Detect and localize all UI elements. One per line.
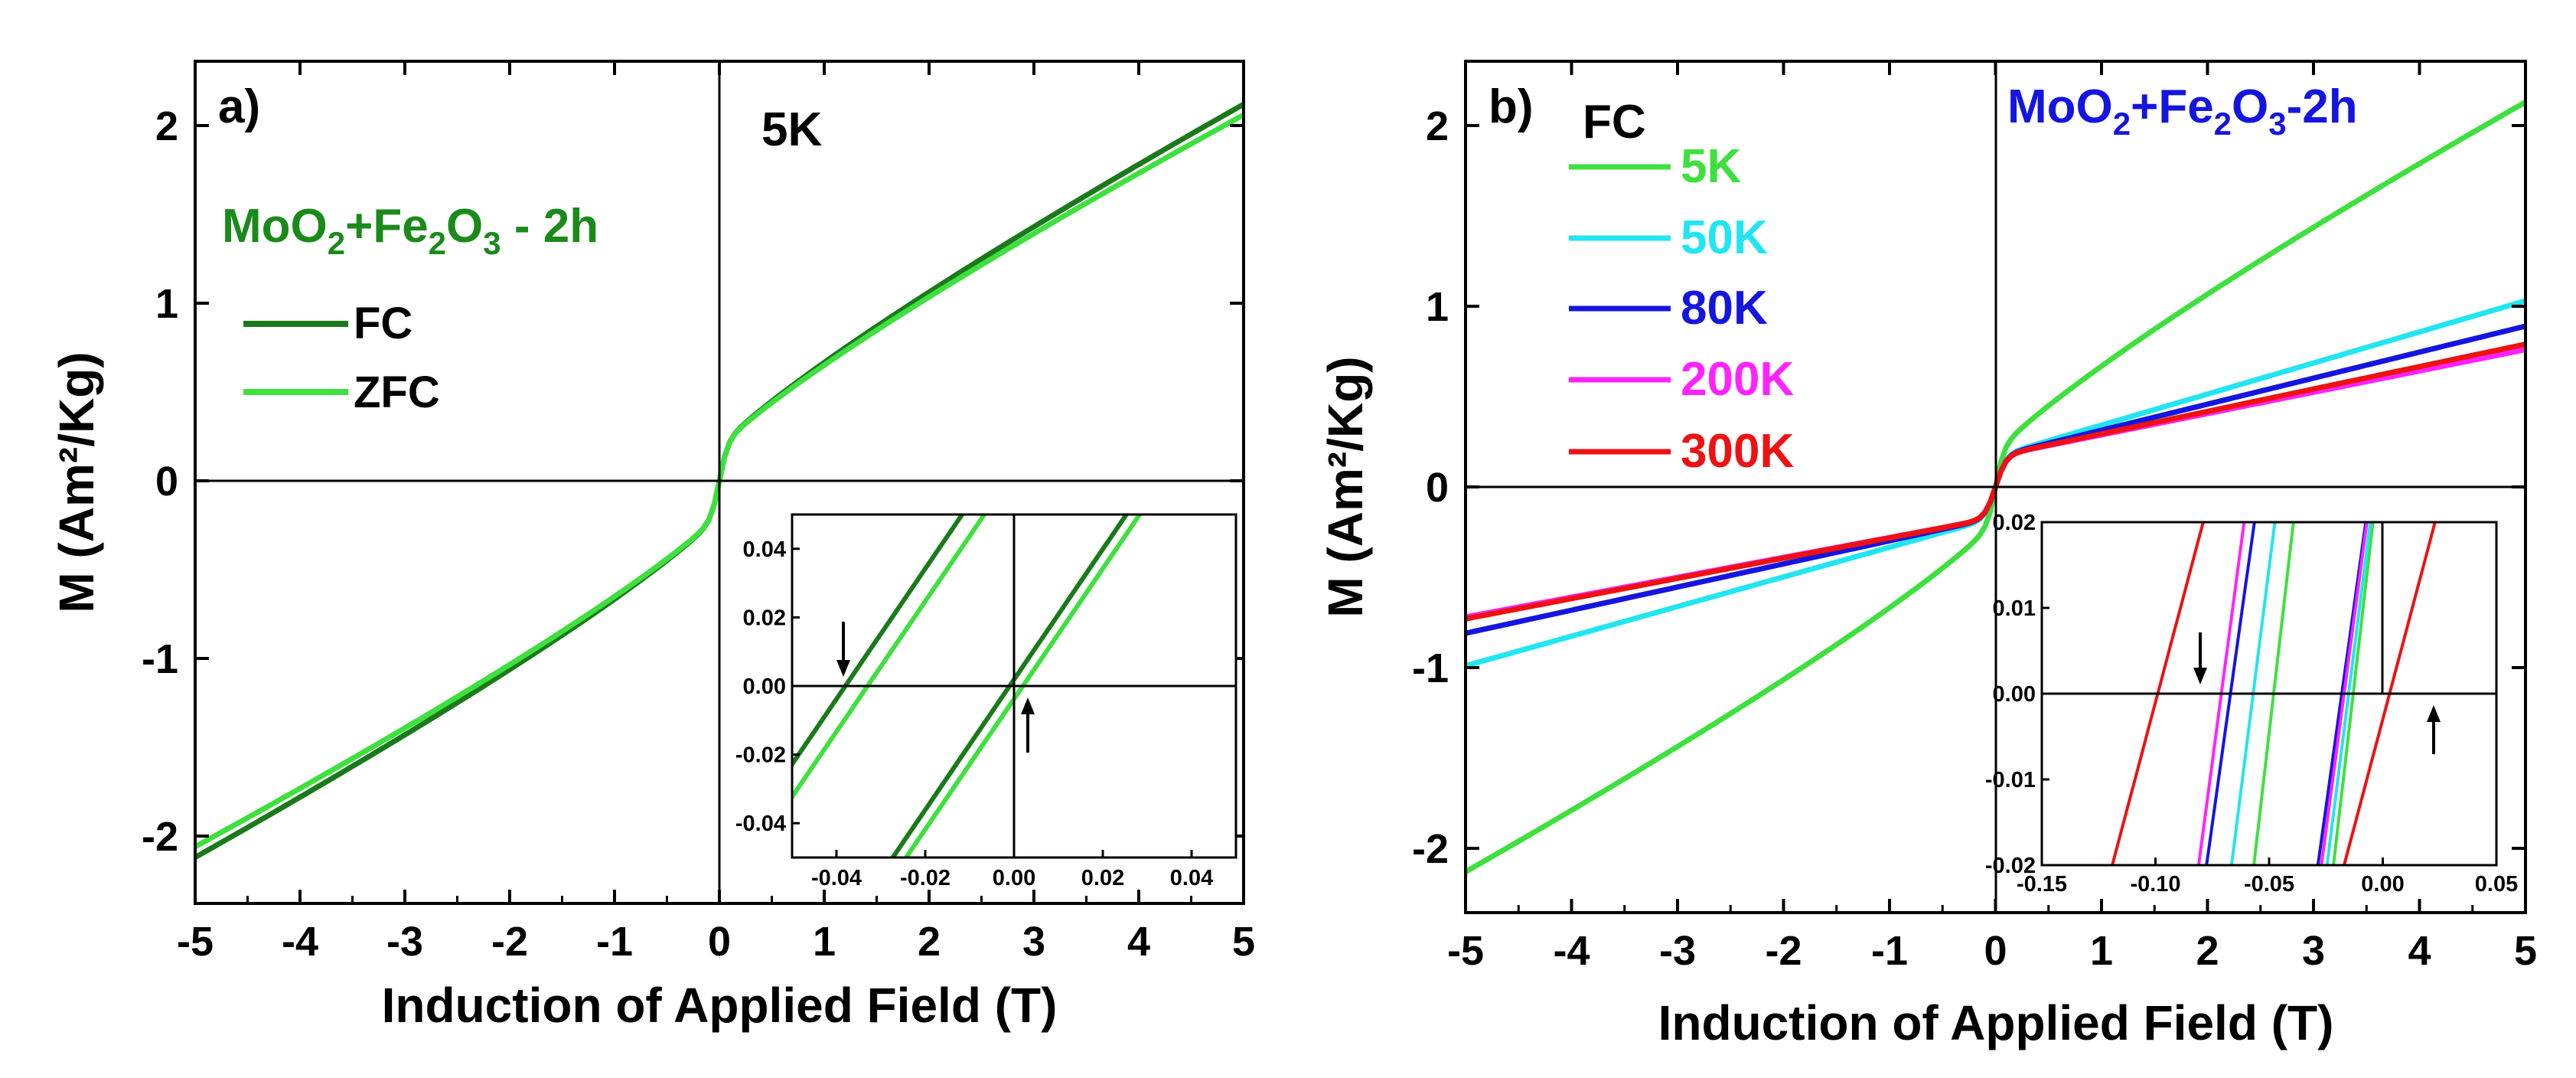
panel-a-xtick-label: -1 <box>596 919 633 965</box>
panel-a-xtick-label: 3 <box>1022 919 1045 965</box>
panel-b-ytick-label: -1 <box>1412 645 1449 691</box>
panel-a-ytick-label: 2 <box>155 103 178 149</box>
panel-b-xtick-label: 2 <box>2196 928 2219 974</box>
panel-a: -5 -4 -3 -2 -1 0 1 2 3 4 5 -2 -1 0 1 2 a) 5K MoO2+Fe2O3… <box>49 60 1255 1033</box>
panel-a-xtick-label: -4 <box>282 919 318 965</box>
panel-b: -5 -4 -3 -2 -1 0 1 2 3 4 5 -2 -1 0 1 2 b) FC MoO2+Fe2O3… <box>1318 60 2537 1050</box>
panel-b-xtick-label: 5 <box>2514 928 2537 974</box>
inset-a-xtick-label: -0.04 <box>811 866 862 890</box>
panel-b-ytick-label: 0 <box>1426 465 1449 511</box>
panel-a-legend: FC ZFC <box>243 299 440 417</box>
inset-a-xtick-label: 0.04 <box>1170 866 1213 890</box>
panel-a-xtick-label: 0 <box>708 919 731 965</box>
legend-80k-label: 80K <box>1681 282 1768 335</box>
panel-b-xtick-label: -3 <box>1659 928 1696 974</box>
panel-b-ticks: -5 -4 -3 -2 -1 0 1 2 3 4 5 -2 -1 0 1 2 <box>1412 61 2537 974</box>
inset-a-ytick-label: 0.00 <box>743 675 786 699</box>
panel-a-xlabel: Induction of Applied Field (T) <box>382 978 1058 1033</box>
inset-b-xtick-label: -0.15 <box>2017 872 2067 897</box>
legend-fc-label: FC <box>354 299 412 348</box>
panel-a-ytick-label: 1 <box>155 281 178 327</box>
inset-b-arrow-right <box>2427 705 2441 754</box>
panel-b-xtick-label: -1 <box>1871 928 1908 974</box>
legend-50k-label: 50K <box>1681 211 1768 264</box>
panel-b-letter: b) <box>1489 80 1534 133</box>
panel-a-temperature: 5K <box>761 103 822 156</box>
inset-b-ytick-label: -0.01 <box>1985 768 2036 792</box>
legend-zfc-label: ZFC <box>354 368 440 417</box>
panel-a-xtick-label: 2 <box>918 919 941 965</box>
inset-b-ytick-label: 0.01 <box>1993 596 2036 621</box>
inset-a-ticks: -0.04 -0.02 0.00 0.02 0.04 0.04 0.02 0.00 -0.02 -… <box>735 537 1213 890</box>
panel-a-ytick-label: 0 <box>155 459 178 505</box>
panel-b-inset: -0.15 -0.10 -0.05 0.00 0.05 0.02 0.01 0.00 -0.01… <box>1985 511 2518 897</box>
panel-b-xtick-label: 4 <box>2408 928 2431 974</box>
inset-b-ytick-label: -0.02 <box>1985 854 2036 878</box>
legend-300k-label: 300K <box>1681 425 1794 478</box>
panel-b-ytick-label: 2 <box>1426 103 1449 149</box>
inset-b-xtick-label: 0.00 <box>2361 872 2404 897</box>
inset-b-arrow-left <box>2193 632 2207 684</box>
inset-a-xtick-label: 0.02 <box>1081 866 1124 890</box>
panel-a-xtick-label: 5 <box>1232 919 1255 965</box>
panel-b-xlabel: Induction of Applied Field (T) <box>1658 995 2334 1050</box>
panel-a-letter: a) <box>218 80 260 133</box>
panel-b-legend-title: FC <box>1583 96 1646 149</box>
inset-b-ticks: -0.15 -0.10 -0.05 0.00 0.05 0.02 0.01 0.00 -0.01… <box>1985 511 2518 897</box>
panel-a-inset: -0.04 -0.02 0.00 0.02 0.04 0.04 0.02 0.00 -0.02 -… <box>735 513 1237 890</box>
panel-b-xtick-label: -2 <box>1765 928 1802 974</box>
inset-b-xtick-label: -0.05 <box>2244 872 2294 897</box>
panel-b-xtick-label: 0 <box>1984 928 2007 974</box>
inset-a-arrow-right <box>1021 697 1035 753</box>
inset-b-xtick-label: 0.05 <box>2475 872 2518 897</box>
panel-a-xtick-label: 4 <box>1127 919 1150 965</box>
inset-a-xtick-label: 0.00 <box>993 866 1035 890</box>
inset-a-arrow-left <box>836 622 850 677</box>
panel-a-sample-label: MoO2+Fe2O3 - 2h <box>222 200 598 261</box>
legend-5k-label: 5K <box>1681 140 1741 193</box>
panel-a-xtick-label: -5 <box>177 919 214 965</box>
panel-b-ytick-label: -2 <box>1412 826 1449 872</box>
panel-a-ytick-label: -2 <box>142 814 178 860</box>
legend-200k-label: 200K <box>1681 353 1794 406</box>
inset-a-ytick-label: 0.02 <box>743 606 786 630</box>
panel-b-sample-label: MoO2+Fe2O3-2h <box>2007 80 2358 142</box>
inset-b-ytick-label: 0.00 <box>1993 682 2036 707</box>
panel-b-xtick-label: -5 <box>1447 928 1484 974</box>
panel-a-xtick-label: -3 <box>386 919 423 965</box>
panel-a-xtick-label: 1 <box>813 919 836 965</box>
panel-a-xtick-label: -2 <box>491 919 528 965</box>
inset-a-xtick-label: -0.02 <box>900 866 951 890</box>
inset-b-xtick-label: -0.10 <box>2130 872 2180 897</box>
panel-b-ylabel: M (Am²/Kg) <box>1318 356 1373 617</box>
inset-a-ytick-label: 0.04 <box>743 537 786 562</box>
panel-b-xtick-label: 3 <box>2302 928 2325 974</box>
inset-a-ytick-label: -0.04 <box>735 812 786 836</box>
inset-b-ytick-label: 0.02 <box>1993 511 2036 535</box>
panel-b-legend: 5K 50K 80K 200K 300K <box>1569 140 1794 478</box>
panel-a-ylabel: M (Am²/Kg) <box>49 351 104 612</box>
panel-a-ticks: -5 -4 -3 -2 -1 0 1 2 3 4 5 -2 -1 0 1 2 <box>142 61 1255 965</box>
inset-a-ytick-label: -0.02 <box>735 743 786 768</box>
panel-b-xtick-label: 1 <box>2090 928 2113 974</box>
panel-b-xtick-label: -4 <box>1553 928 1590 974</box>
panel-b-ytick-label: 1 <box>1426 284 1449 330</box>
panel-a-ytick-label: -1 <box>142 636 178 682</box>
